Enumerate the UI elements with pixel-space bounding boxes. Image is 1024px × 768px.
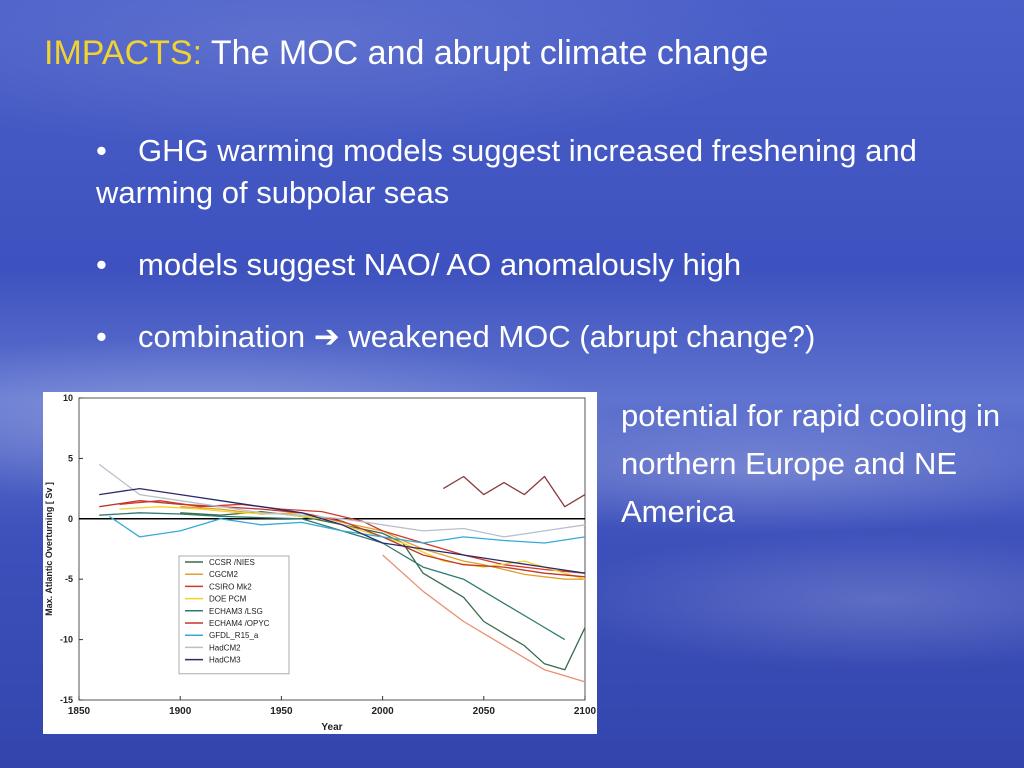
plot-area — [78, 397, 586, 701]
bullet-text-1: GHG warming models suggest increased fre… — [96, 133, 917, 210]
bullet-dot: • — [96, 319, 107, 354]
x-tick-label: 1850 — [68, 706, 91, 717]
legend-label: CSIRO Mk2 — [209, 582, 252, 591]
title-highlight: IMPACTS: — [44, 34, 203, 72]
arrow-icon: ➔ — [313, 319, 340, 354]
bullet-dot: • — [96, 133, 107, 168]
bullet-item-3: • combination ➔ weakened MOC (abrupt chan… — [96, 316, 1011, 358]
legend-label: CCSR /NIES — [209, 558, 255, 567]
x-tick-label: 2050 — [473, 706, 496, 717]
x-tick-label: 1900 — [169, 706, 192, 717]
side-text: potential for rapid cooling in northern … — [621, 398, 1001, 529]
legend-label: HadCM3 — [209, 656, 241, 665]
y-tick-label: -5 — [65, 574, 73, 584]
y-tick-label: 5 — [68, 453, 73, 463]
legend-label: CGCM2 — [209, 570, 238, 579]
legend-label: HadCM2 — [209, 643, 241, 652]
series-line-8 — [98, 463, 586, 538]
series-line-10 — [442, 475, 586, 508]
bullet-text-3a: combination — [138, 319, 306, 354]
bullet-text-2: models suggest NAO/ AO anomalously high — [138, 247, 742, 282]
x-tick-label: 2000 — [371, 706, 394, 717]
legend-label: ECHAM3 /LSG — [209, 607, 263, 616]
x-axis-label: Year — [321, 722, 342, 733]
bullet-dot: • — [96, 247, 107, 282]
y-tick-label: 10 — [63, 393, 73, 403]
title-rest: The MOC and abrupt climate change — [202, 34, 769, 72]
bullet-item-1: • GHG warming models suggest increased fr… — [96, 130, 1011, 214]
bullet-text-3b: weakened MOC (abrupt change?) — [348, 319, 816, 354]
slide-title: IMPACTS: The MOC and abrupt climate chan… — [44, 34, 768, 73]
x-tick-label: 1950 — [270, 706, 293, 717]
y-tick-label: 0 — [68, 514, 73, 524]
y-tick-label: -15 — [60, 695, 73, 705]
series-line-9 — [99, 487, 586, 574]
series-line-4 — [119, 506, 586, 580]
series-line-7 — [109, 515, 586, 544]
legend-label: DOE PCM — [209, 595, 247, 604]
legend-label: ECHAM4 /OPYC — [209, 619, 270, 628]
moc-chart: 1850 1900 1950 2000 2050 2100 10 5 0 -5 -10 -15 CCSR… — [43, 392, 597, 734]
moc-chart-svg: 1850 1900 1950 2000 2050 2100 10 5 0 -5 -10 -15 CCSR… — [44, 393, 597, 733]
series-line-11 — [382, 554, 586, 683]
legend-label: GFDL_R15_a — [209, 631, 259, 640]
x-tick-label: 2100 — [574, 706, 597, 717]
legend-box — [178, 555, 290, 675]
y-tick-label: -10 — [60, 635, 73, 645]
y-axis-label: Max. Atlantic Overturning [ Sv ] — [44, 482, 54, 616]
series-line-6 — [99, 500, 586, 578]
bullet-item-2: • models suggest NAO/ AO anomalously high — [96, 244, 1011, 286]
bullet-list: • GHG warming models suggest increased fr… — [96, 130, 1011, 388]
